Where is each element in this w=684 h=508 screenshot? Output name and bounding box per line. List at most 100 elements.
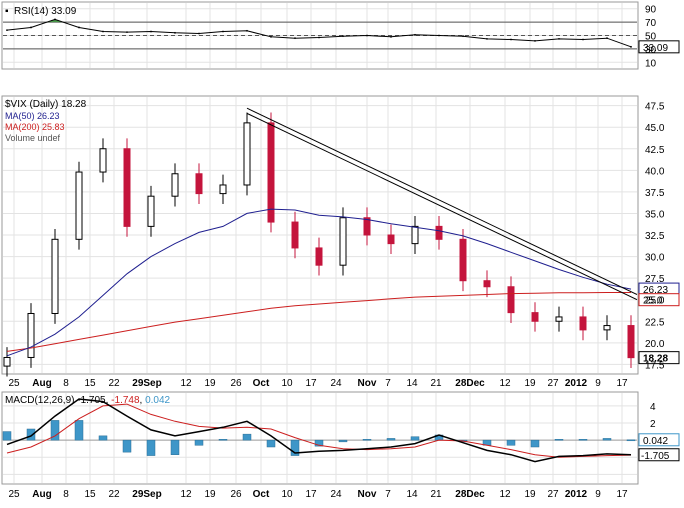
candle-body <box>51 238 59 314</box>
price-title: $VIX (Daily) 18.28 <box>5 99 87 110</box>
rsi-point <box>438 34 440 37</box>
price-tick-label: 30.0 <box>645 253 665 264</box>
x-tick-label: 14 <box>406 378 418 389</box>
x-tick-label: 19 <box>204 378 216 389</box>
candle-body <box>75 171 83 240</box>
macd-histogram-bar <box>530 439 540 448</box>
macd-histogram-bar <box>74 420 84 441</box>
rsi-point <box>510 38 512 41</box>
rsi-tick-label: 30 <box>645 45 657 56</box>
x-tick-label: Aug <box>32 489 51 500</box>
x-tick-label: 17 <box>305 489 317 500</box>
x-tick-label: 8 <box>63 489 69 500</box>
macd-value-badge-text: -1.705 <box>641 451 670 462</box>
candle-body <box>147 195 155 227</box>
legend-volume: Volume undef <box>5 133 61 143</box>
ma200-badge-text: 25.0 <box>643 296 663 307</box>
candle-body <box>315 247 323 266</box>
macd-histogram-bar <box>98 435 108 441</box>
last-price-badge-text: 18.28 <box>643 354 668 365</box>
macd-histogram-bar <box>170 439 180 455</box>
rsi-last-badge <box>638 40 680 54</box>
rsi-tick-label: 70 <box>645 18 657 29</box>
price-tick-label: 22.5 <box>645 317 665 328</box>
rsi-point <box>198 32 200 35</box>
price-tick-label: 45.0 <box>645 123 665 134</box>
x-tick-label: 29Sep <box>132 378 161 389</box>
candle-body <box>3 356 11 367</box>
price-tick-label: 32.5 <box>645 231 665 242</box>
x-tick-label: 19 <box>524 378 536 389</box>
x-tick-label: Oct <box>253 489 270 500</box>
x-tick-label: 19 <box>204 489 216 500</box>
candle-body <box>435 225 443 240</box>
ma50-badge-text: 26.23 <box>643 285 668 296</box>
rsi-point <box>174 31 176 34</box>
macd-tick-label: 4 <box>650 402 656 413</box>
candle-body <box>603 325 611 331</box>
candle-body <box>531 312 539 322</box>
rsi-point <box>534 39 536 42</box>
x-tick-label: 12 <box>499 378 511 389</box>
x-tick-label: 9 <box>595 489 601 500</box>
candle-body <box>99 148 107 173</box>
x-tick-label: 15 <box>84 378 96 389</box>
candle-body <box>243 122 251 186</box>
rsi-point <box>6 29 8 32</box>
price-tick-label: 20.0 <box>645 339 665 350</box>
x-tick-label: 12 <box>180 489 192 500</box>
candle-body <box>459 238 467 282</box>
x-tick-label: 25 <box>8 489 20 500</box>
x-tick-label: Aug <box>32 378 51 389</box>
axis-labels: 25 25 Aug Aug 8 8 15 15 22 22 29Sep 29Sep 12 12 19 19 26… <box>8 5 664 500</box>
macd-histogram-bar <box>290 439 300 456</box>
macd-panel <box>1 391 639 485</box>
x-tick-label: 22 <box>108 378 120 389</box>
rsi-point <box>318 36 320 39</box>
candle-body <box>411 225 419 245</box>
macd-histogram-bar <box>338 439 348 443</box>
macd-histogram-bar <box>194 439 204 446</box>
rsi-point <box>294 37 296 40</box>
candle-body <box>483 280 491 288</box>
rsi-point <box>30 26 32 29</box>
candle-body <box>339 217 347 266</box>
macd-series: 0.042 -1.705 <box>2 398 680 463</box>
rsi-point <box>366 34 368 37</box>
macd-histogram-bar <box>314 439 324 447</box>
x-tick-label: 10 <box>281 489 293 500</box>
x-tick-label: 17 <box>616 378 628 389</box>
rsi-point <box>582 38 584 41</box>
macd-histogram-bar <box>578 439 588 441</box>
x-tick-label: 8 <box>63 378 69 389</box>
rsi-series: 33.09 <box>3 18 680 54</box>
candle-body <box>555 316 563 322</box>
macd-histogram-bar <box>218 439 228 441</box>
x-tick-label: 22 <box>108 489 120 500</box>
rsi-point <box>558 37 560 40</box>
macd-histogram-bar <box>2 431 12 441</box>
price-tick-label: 47.5 <box>645 102 665 113</box>
rsi-point <box>54 18 56 21</box>
candle-body <box>219 184 227 195</box>
candle-body <box>195 173 203 195</box>
last-price-badge <box>638 351 680 365</box>
rsi-point <box>126 31 128 34</box>
trendline <box>246 107 638 295</box>
x-tick-label: 2012 <box>565 378 588 389</box>
price-tick-label: 37.5 <box>645 188 665 199</box>
rsi-point <box>270 35 272 38</box>
candle-body <box>123 148 131 227</box>
price-tick-label: 17.5 <box>645 360 665 371</box>
x-tick-label: 14 <box>406 489 418 500</box>
x-tick-label: 17 <box>616 489 628 500</box>
price-tick-label: 42.5 <box>645 145 665 156</box>
x-tick-label: 27 <box>547 378 559 389</box>
candle-body <box>387 234 395 245</box>
candle-body <box>171 173 179 197</box>
macd-histogram-bar <box>602 438 612 441</box>
macd-value-badge <box>638 448 680 462</box>
x-tick-label: 24 <box>330 378 342 389</box>
